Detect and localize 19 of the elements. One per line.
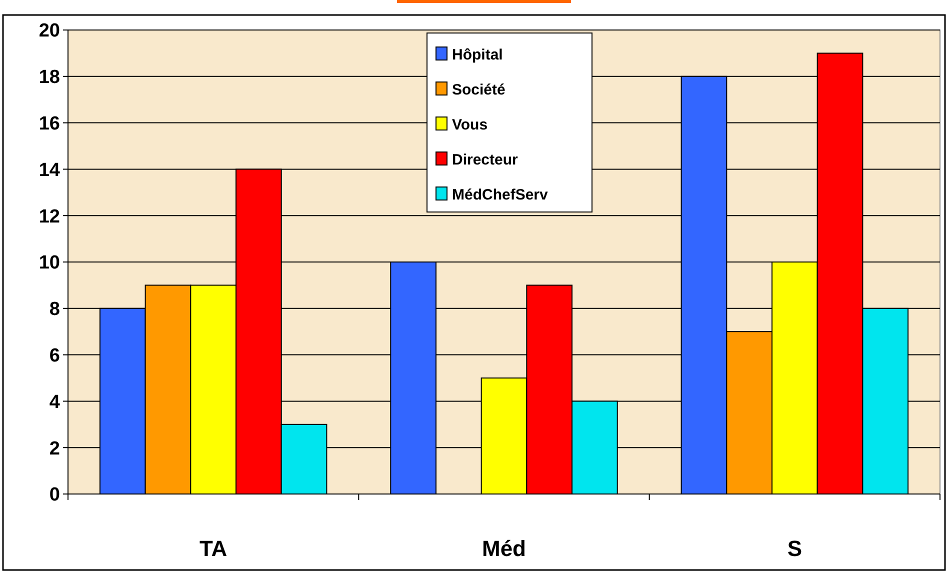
y-tick-label: 8 (49, 299, 60, 320)
x-tick-label: Méd (482, 536, 526, 561)
y-tick-label: 20 (38, 20, 60, 42)
y-tick-label: 4 (49, 392, 60, 413)
y-tick-label: 12 (38, 206, 60, 228)
legend-label: Hôpital (452, 46, 503, 64)
legend-label: Société (452, 81, 506, 98)
y-tick-label: 10 (38, 252, 60, 274)
x-tick-label: S (787, 536, 802, 561)
legend-label: MédChefServ (452, 186, 549, 204)
y-tick-label: 6 (49, 345, 60, 366)
x-tick-label: TA (199, 536, 228, 561)
y-tick-label: 0 (49, 484, 60, 506)
y-tick-label: 18 (38, 67, 60, 88)
legend-label: Directeur (452, 151, 518, 168)
y-tick-label: 14 (38, 160, 60, 181)
legend-label: Vous (452, 116, 488, 134)
y-tick-label: 2 (49, 438, 60, 460)
y-tick-label: 16 (38, 113, 60, 134)
